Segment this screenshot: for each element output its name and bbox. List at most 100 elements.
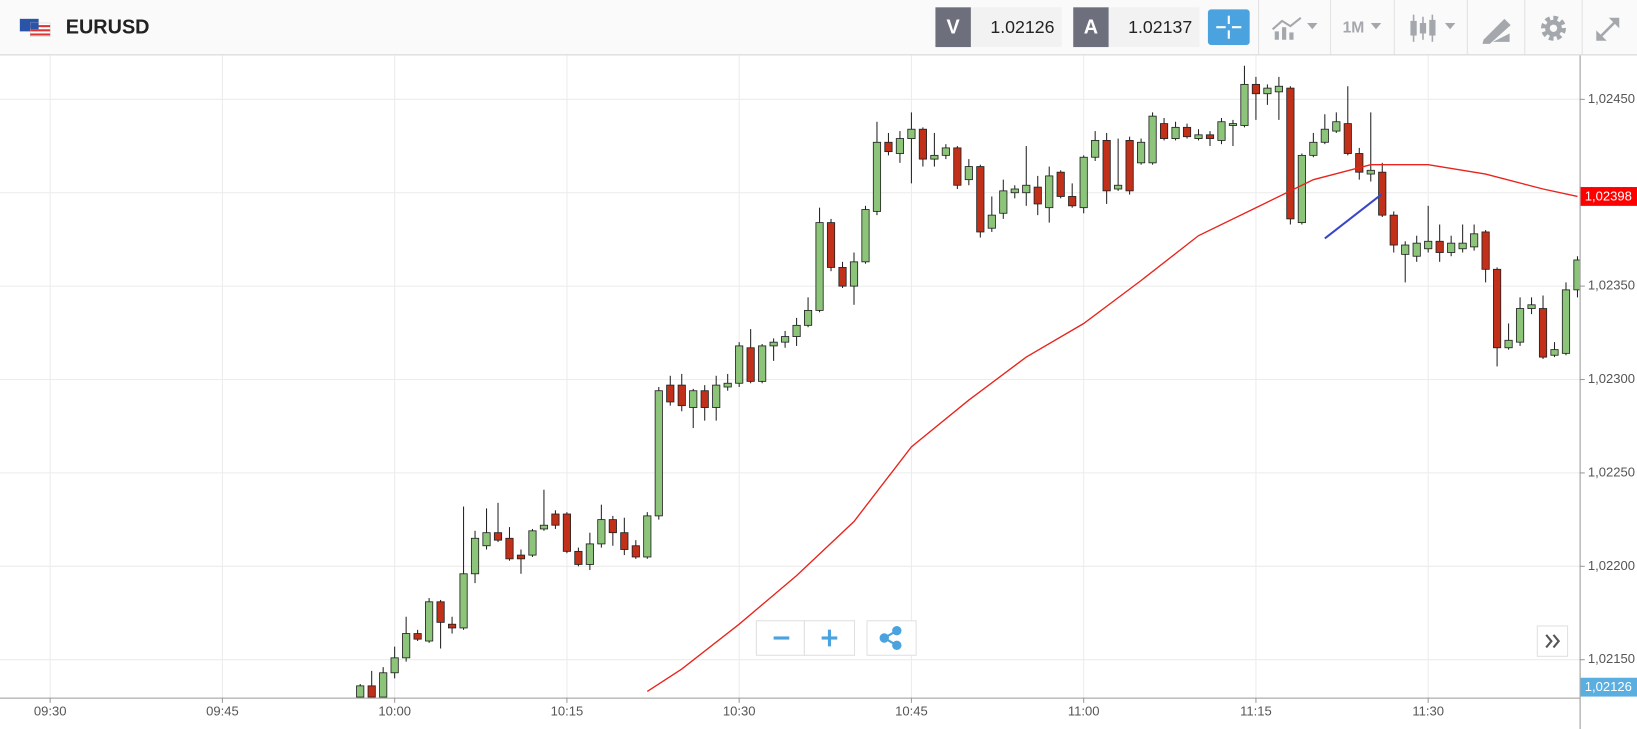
zoom-controls	[755, 620, 917, 656]
toolbar	[0, 0, 1637, 55]
candle-body	[1091, 140, 1100, 158]
x-tick-label: 11:00	[1068, 704, 1100, 719]
candle-body	[1068, 196, 1077, 207]
draw-tool-button[interactable]	[1482, 18, 1511, 44]
bid-field	[970, 7, 1062, 48]
candle-body	[1332, 121, 1341, 132]
candle-body	[367, 685, 376, 698]
candle-body	[562, 513, 571, 552]
candle-body	[1481, 231, 1490, 270]
price-axis	[1579, 55, 1637, 729]
y-tick-label: 1,02350	[1588, 278, 1635, 293]
candle-body	[379, 672, 388, 698]
candle-body	[1114, 184, 1123, 190]
candle-body	[1550, 349, 1559, 356]
timeframe[interactable]: 1M	[1343, 19, 1365, 36]
bid-price: 1.02126	[990, 17, 1054, 37]
candle-body	[516, 554, 526, 560]
symbol: EURUSD	[66, 16, 150, 38]
chart-type-button[interactable]	[1271, 16, 1318, 40]
candle-body	[1228, 123, 1238, 126]
crosshair-button[interactable]	[1207, 9, 1250, 45]
candle-body	[1389, 214, 1398, 246]
candle-body	[1102, 140, 1111, 192]
scroll-end-icon	[1545, 634, 1553, 649]
y-tick-label: 1,02450	[1588, 91, 1635, 106]
y-tick-label: 1,02200	[1588, 558, 1635, 573]
candle-body	[1401, 244, 1410, 255]
candle-body	[1320, 128, 1329, 143]
candle-body	[838, 267, 847, 287]
candle-body	[1182, 126, 1192, 138]
ask-price: 1.02137	[1128, 17, 1192, 37]
candle-body	[884, 141, 893, 153]
candle-body	[1159, 123, 1169, 139]
candle-body	[470, 537, 480, 575]
x-tick-label: 10:00	[378, 704, 411, 719]
candle-body	[425, 601, 434, 642]
fullscreen-button[interactable]	[1596, 17, 1620, 41]
candle-body	[758, 345, 767, 382]
candle-body	[1056, 171, 1065, 197]
candle-body	[482, 532, 491, 547]
candle-style-button[interactable]	[1410, 14, 1456, 42]
candle-body	[1378, 171, 1387, 216]
y-tick-label: 1,02250	[1588, 464, 1635, 479]
candle-body	[1309, 141, 1318, 156]
candle-body	[631, 545, 640, 558]
candle-body	[1424, 240, 1433, 250]
x-tick-label: 11:15	[1240, 704, 1272, 719]
candle-body	[1045, 175, 1054, 209]
bid-button[interactable]	[935, 7, 971, 48]
x-tick-label: 09:30	[34, 704, 67, 719]
candle-body	[815, 222, 824, 311]
candle-body	[803, 309, 813, 326]
candle-body	[1435, 240, 1444, 253]
x-tick-label: 10:15	[551, 704, 584, 719]
candle-body	[689, 390, 698, 408]
candle-body	[1366, 169, 1375, 175]
candle-body	[677, 384, 686, 407]
candle-body	[1561, 289, 1571, 354]
candle-body	[436, 601, 445, 623]
ask-label: A	[1084, 16, 1098, 38]
candle-body	[1240, 83, 1249, 126]
y-tick-label: 1,02300	[1588, 371, 1635, 386]
candle-body	[1538, 308, 1548, 358]
x-tick-label: 10:30	[723, 704, 756, 719]
axes: 1,02150 1,02200 1,02250 1,02300 1,02350 1,024…	[34, 91, 1637, 719]
candle-body	[539, 524, 549, 530]
candle-body	[895, 138, 905, 154]
candle-body	[1079, 156, 1088, 209]
candle-body	[574, 550, 583, 565]
candle-body	[872, 141, 882, 212]
candle-body	[1515, 308, 1525, 343]
share-button[interactable]	[866, 620, 917, 656]
candle-body	[712, 384, 721, 408]
candle-body	[907, 128, 916, 139]
candle-body	[1010, 188, 1019, 194]
candle-body	[976, 166, 985, 233]
candle-body	[585, 543, 594, 565]
ask-button[interactable]	[1073, 7, 1109, 48]
settings-button[interactable]	[1540, 15, 1567, 41]
candle-body	[987, 214, 996, 229]
candle-body	[735, 345, 744, 384]
candle-body	[505, 537, 514, 560]
candle-body	[1470, 233, 1479, 248]
candle-body	[356, 685, 365, 698]
candle-body	[1493, 268, 1502, 349]
candle-body	[1297, 154, 1306, 224]
candle-body	[918, 128, 927, 160]
candle-body	[1033, 186, 1042, 205]
candle-body	[1527, 304, 1536, 309]
candle-body	[826, 222, 836, 268]
candle-body	[781, 336, 790, 343]
candle-body	[1022, 184, 1031, 194]
price-marker	[1580, 677, 1637, 697]
candle-body	[723, 382, 732, 388]
plot	[356, 65, 1580, 698]
candle-body	[1217, 121, 1226, 141]
candle-body	[1205, 134, 1215, 139]
